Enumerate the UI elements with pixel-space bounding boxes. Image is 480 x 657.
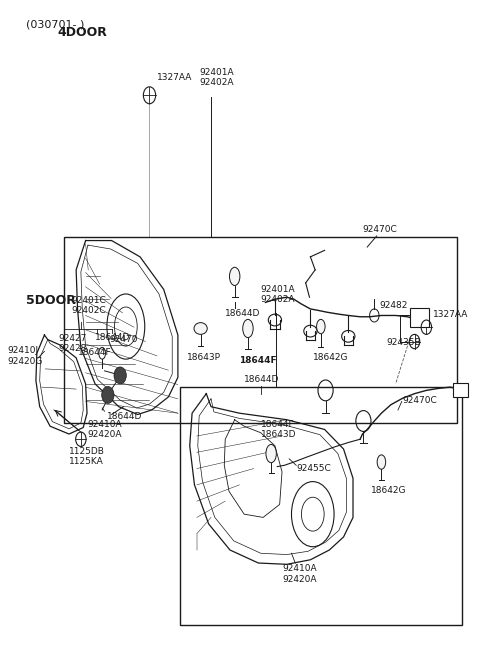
Text: 92455C: 92455C [296,464,331,473]
Bar [180,387,462,625]
Text: 92427
92428: 92427 92428 [59,334,87,353]
Text: 92482: 92482 [379,301,408,310]
Text: 92401A
92402A: 92401A 92402A [261,285,295,304]
Text: 18644F: 18644F [78,348,111,357]
Circle shape [114,367,126,384]
Text: 18644D: 18644D [95,333,131,342]
Bar [453,382,468,397]
Text: 5DOOR: 5DOOR [26,294,76,307]
Text: 1327AA: 1327AA [432,310,468,319]
Text: 18644D: 18644D [107,412,142,421]
Text: 4DOOR: 4DOOR [57,26,107,39]
Text: 92401A
92402A: 92401A 92402A [199,68,234,87]
Text: 18644D: 18644D [244,375,279,384]
Circle shape [102,386,114,403]
Ellipse shape [266,444,276,463]
Text: (030701- ): (030701- ) [26,19,85,29]
Ellipse shape [194,323,207,334]
Text: 92410J
92420G: 92410J 92420G [8,346,43,365]
Text: 1125DB
1125KA: 1125DB 1125KA [69,447,105,466]
Text: 92470C: 92470C [403,396,437,405]
Text: 92410A
92420A: 92410A 92420A [282,564,317,583]
Text: 18642G: 18642G [313,353,348,362]
Ellipse shape [243,319,253,338]
Text: 1327AA: 1327AA [156,73,192,82]
Text: 18644D: 18644D [225,309,261,318]
Bar [64,237,457,423]
Text: 92470: 92470 [109,335,138,344]
Ellipse shape [317,319,325,334]
Text: 18644F: 18644F [240,356,277,365]
Bar [410,308,429,327]
Ellipse shape [229,267,240,286]
Text: 92401C
92402C: 92401C 92402C [72,296,106,315]
Text: 18643P: 18643P [187,353,221,362]
Text: 92435B: 92435B [386,338,421,348]
Text: 92410A
92420A: 92410A 92420A [87,420,121,439]
Ellipse shape [377,455,385,469]
Text: 18644F
18643D: 18644F 18643D [261,420,296,440]
Text: 18642G: 18642G [371,486,407,495]
Text: 92470C: 92470C [362,225,397,234]
